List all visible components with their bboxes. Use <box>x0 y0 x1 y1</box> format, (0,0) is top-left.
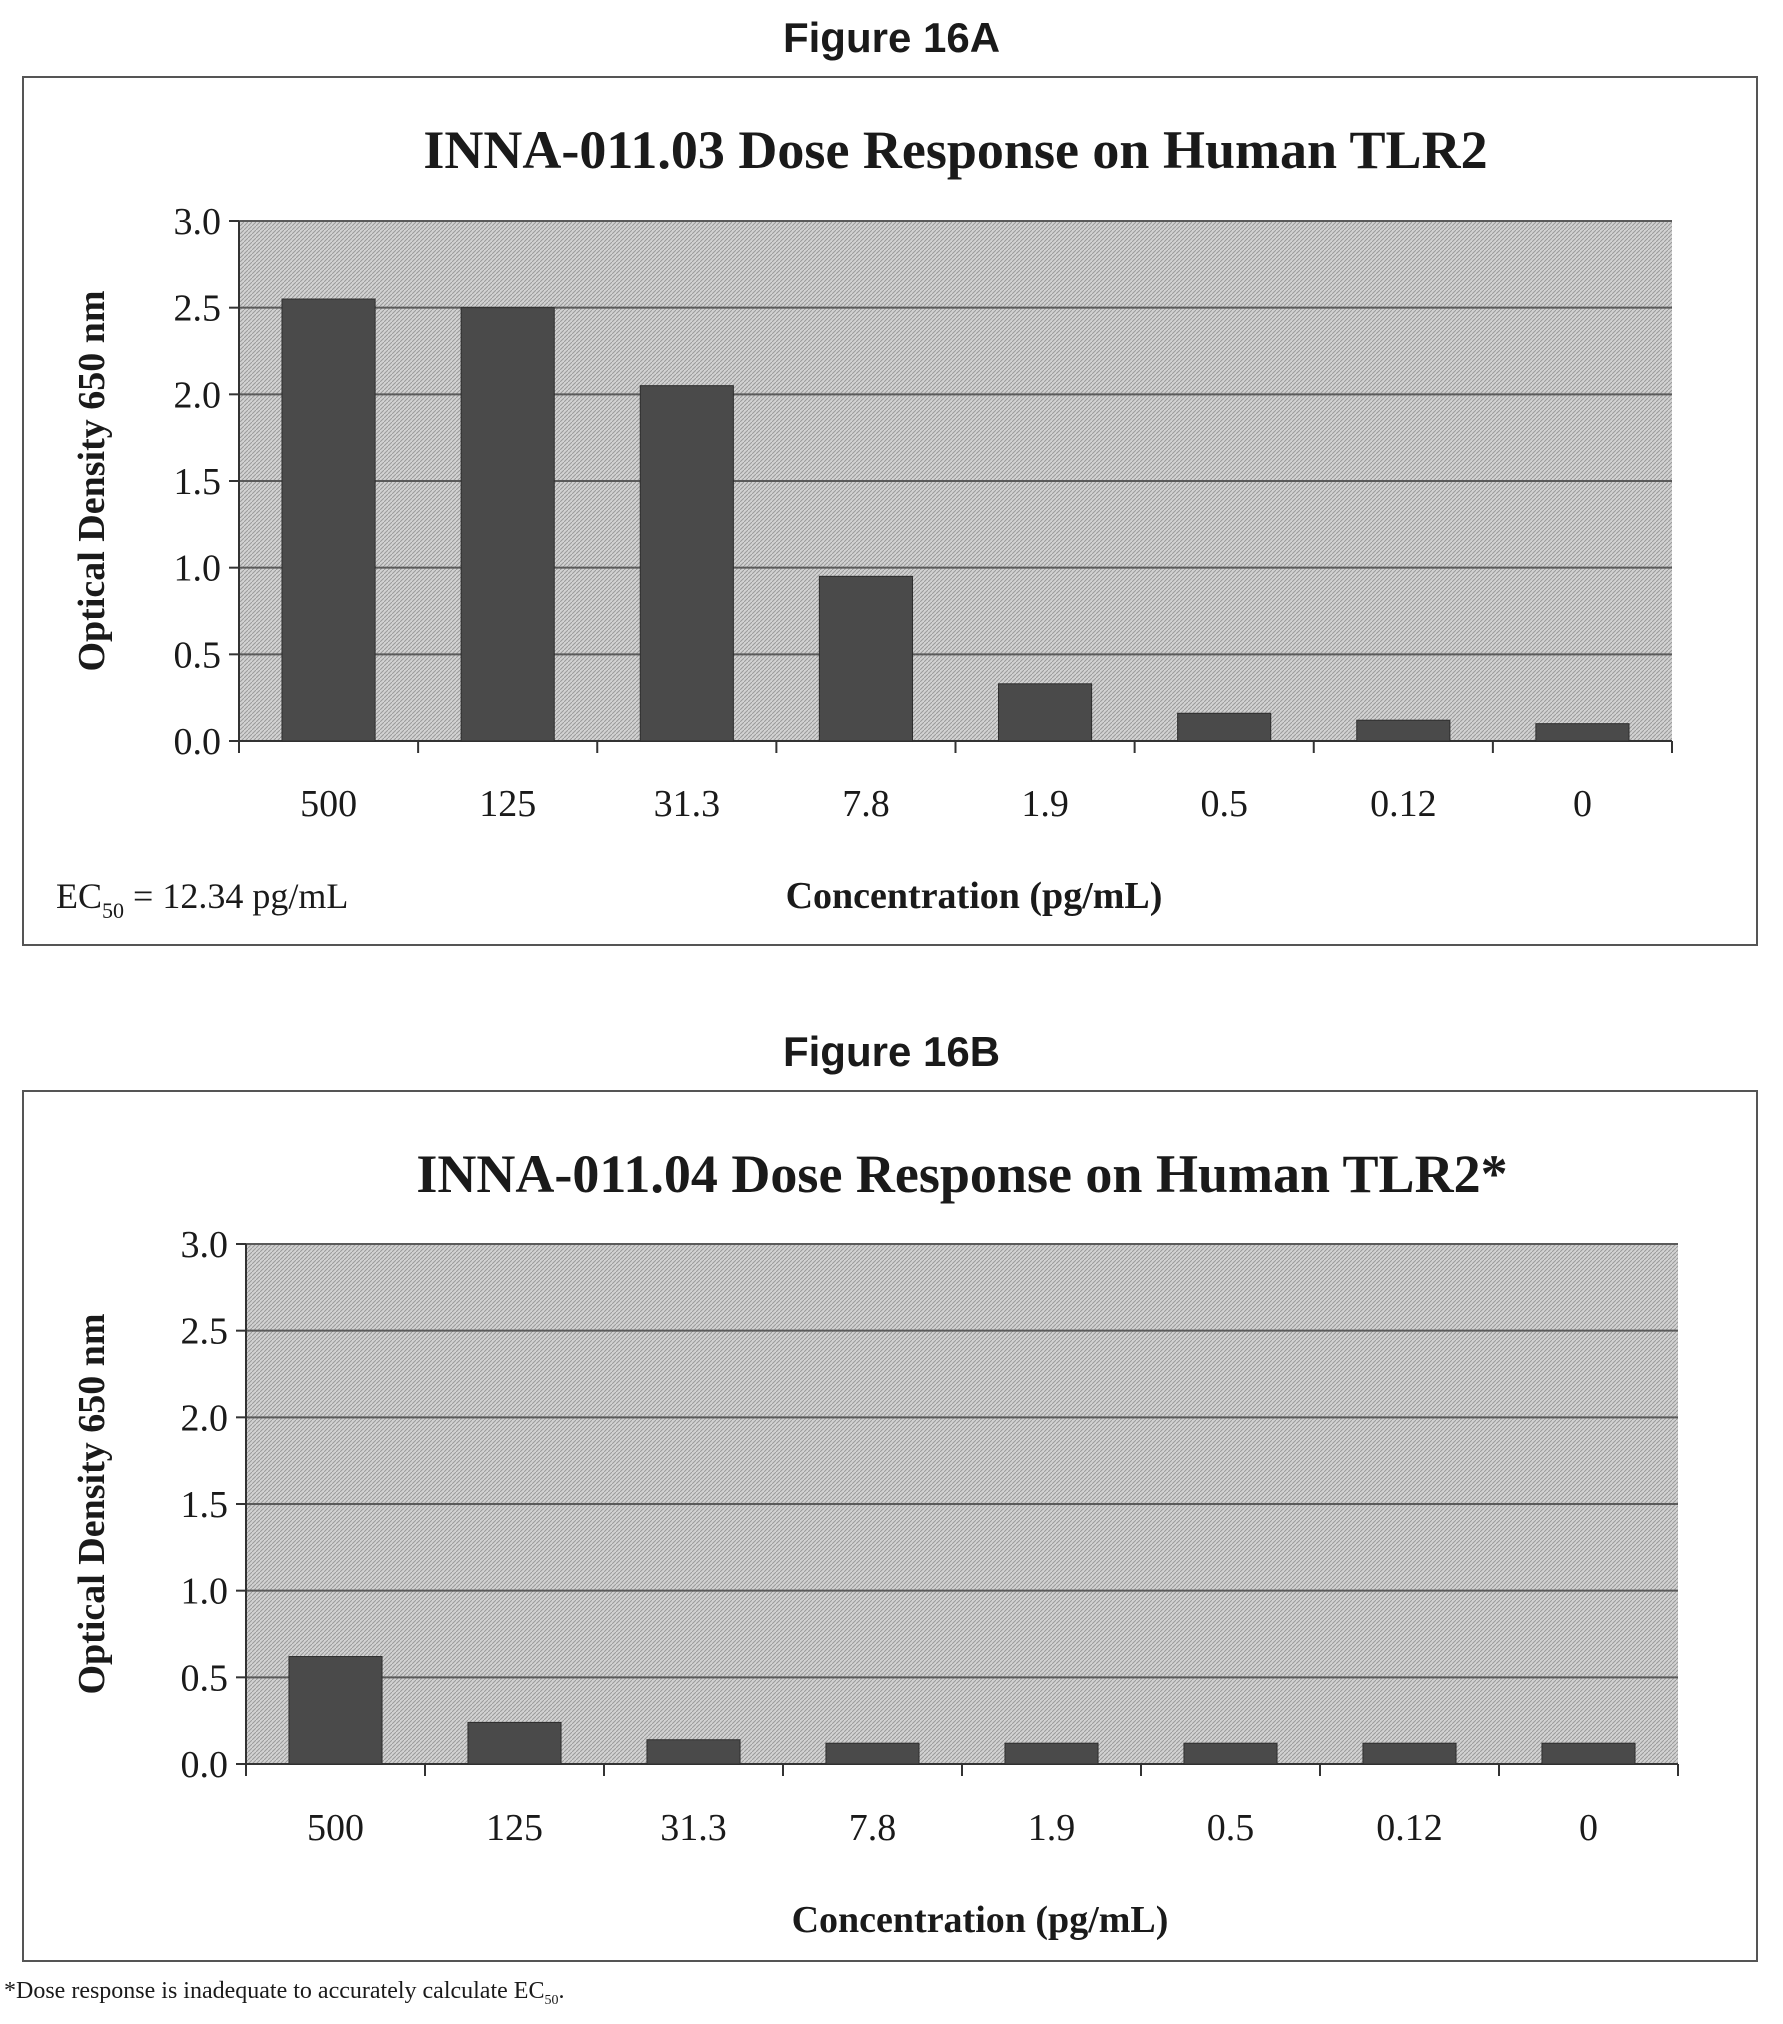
bar-31.3 <box>639 385 734 742</box>
x-tick-label: 0.5 <box>1200 783 1248 825</box>
y-tick-label: 3.0 <box>181 1224 229 1266</box>
x-tick-label: 31.3 <box>654 783 721 825</box>
bar-0.12 <box>1362 1742 1457 1765</box>
x-axis-label: Concentration (pg/mL) <box>786 875 1163 917</box>
bar-500 <box>288 1656 383 1765</box>
y-tick-label: 0.0 <box>181 1744 229 1786</box>
x-tick-label: 1.9 <box>1028 1807 1076 1849</box>
figure-16b-chart: INNA-011.04 Dose Response on Human TLR2*… <box>71 1144 1679 1941</box>
figure-16b-panel: INNA-011.04 Dose Response on Human TLR2*… <box>22 1090 1758 1962</box>
bar-0.5 <box>1177 712 1272 742</box>
y-tick-label: 1.0 <box>181 1571 229 1613</box>
x-tick-label: 500 <box>307 1807 364 1849</box>
x-tick-label: 7.8 <box>849 1807 897 1849</box>
figure-16b-label: Figure 16B <box>782 1028 1001 1075</box>
bar-1.9 <box>1004 1742 1099 1765</box>
bar-0 <box>1535 723 1630 742</box>
figure-16a-chart: INNA-011.03 Dose Response on Human TLR2 0… <box>56 120 1673 923</box>
x-axis-label: Concentration (pg/mL) <box>792 1899 1169 1941</box>
x-tick-label: 125 <box>486 1807 543 1849</box>
bar-0.12 <box>1356 719 1451 742</box>
y-tick-label: 1.5 <box>174 461 222 503</box>
y-tick-label: 1.5 <box>181 1484 229 1526</box>
footnote-text: *Dose response is inadequate to accurate… <box>4 1978 545 2004</box>
y-tick-label: 3.0 <box>174 201 222 243</box>
x-tick-label: 0 <box>1579 1807 1598 1849</box>
footnote-subscript: 50 <box>544 1992 559 2008</box>
y-tick-label: 0.5 <box>181 1657 229 1699</box>
x-tick-label: 1.9 <box>1021 783 1069 825</box>
x-tick-label: 0.12 <box>1370 783 1437 825</box>
y-tick-label: 2.5 <box>181 1311 229 1353</box>
x-tick-label: 0.5 <box>1207 1807 1255 1849</box>
ec50-annotation: EC50 = 12.34 pg/mL <box>56 876 348 923</box>
x-tick-label: 500 <box>300 783 357 825</box>
y-tick-label: 2.0 <box>174 374 222 416</box>
bar-31.3 <box>646 1739 741 1765</box>
bar-7.8 <box>825 1742 920 1765</box>
x-tick-label: 7.8 <box>842 783 890 825</box>
x-tick-label: 0.12 <box>1376 1807 1443 1849</box>
y-axis-label: Optical Density 650 nm <box>71 290 113 671</box>
chart-title: INNA-011.03 Dose Response on Human TLR2 <box>423 120 1487 180</box>
y-tick-label: 2.5 <box>174 288 222 330</box>
bar-125 <box>467 1721 562 1765</box>
y-tick-label: 0.0 <box>174 721 222 763</box>
bar-7.8 <box>818 575 914 742</box>
footnote: *Dose response is inadequate to accurate… <box>4 1978 564 2009</box>
bar-0.5 <box>1183 1742 1278 1765</box>
chart-title: INNA-011.04 Dose Response on Human TLR2* <box>416 1144 1507 1204</box>
footnote-suffix: . <box>558 1978 565 2004</box>
y-axis-label: Optical Density 650 nm <box>71 1313 113 1694</box>
figure-16a-label: Figure 16A <box>782 14 1001 61</box>
bar-1.9 <box>997 683 1093 742</box>
x-tick-label: 31.3 <box>660 1807 727 1849</box>
bar-500 <box>281 298 376 742</box>
x-tick-label: 0 <box>1573 783 1592 825</box>
bar-0 <box>1541 1742 1636 1765</box>
y-tick-label: 0.5 <box>174 634 222 676</box>
y-tick-label: 1.0 <box>174 548 222 590</box>
bar-125 <box>460 307 555 742</box>
y-tick-label: 2.0 <box>181 1397 229 1439</box>
figure-16a-panel: INNA-011.03 Dose Response on Human TLR2 0… <box>22 76 1758 946</box>
x-tick-label: 125 <box>479 783 536 825</box>
